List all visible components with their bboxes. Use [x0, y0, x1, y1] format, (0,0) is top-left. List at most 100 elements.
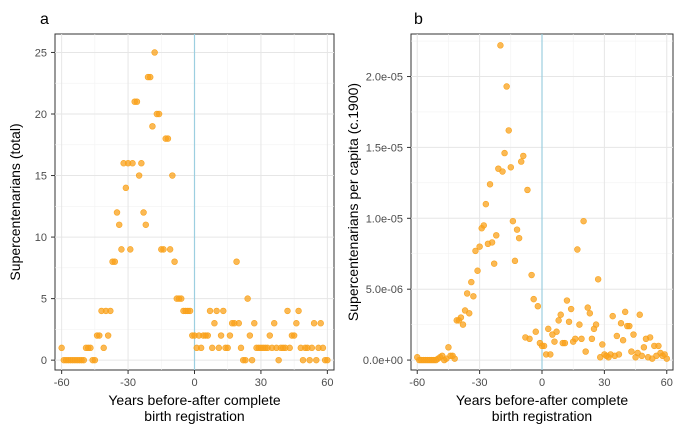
data-point: [470, 293, 477, 300]
panel-label-a: a: [40, 11, 49, 28]
data-point: [588, 335, 596, 343]
data-point: [284, 307, 291, 315]
y-tick-label: 15: [35, 171, 47, 183]
y-tick-label: 25: [35, 47, 47, 59]
data-point: [100, 344, 107, 352]
data-point: [520, 152, 527, 160]
data-point: [626, 322, 633, 330]
data-point: [463, 290, 471, 297]
data-point: [545, 325, 552, 333]
x-axis-label-b: Years before-after complete birth registr…: [456, 392, 628, 424]
data-point: [111, 258, 118, 265]
data-point: [530, 295, 537, 303]
points-b: [414, 42, 670, 364]
data-point: [615, 351, 623, 358]
data-point: [178, 295, 185, 302]
data-point: [476, 243, 483, 250]
data-point: [197, 344, 205, 352]
data-point: [474, 267, 481, 274]
data-point: [204, 332, 211, 339]
panel-b: b -60 -30 0 30 60 0.0e+00 5.0e-06 1.0e-05 1.5e-…: [345, 11, 674, 424]
data-point: [457, 314, 465, 321]
data-point: [501, 149, 508, 157]
data-point: [663, 355, 670, 362]
panel-label-b: b: [414, 11, 423, 28]
data-point: [317, 320, 324, 327]
data-point: [565, 318, 573, 325]
data-point: [621, 308, 629, 316]
y-tick-label: 5: [41, 294, 47, 306]
data-point: [576, 321, 583, 328]
data-point: [147, 73, 154, 81]
data-point: [619, 337, 627, 344]
data-point: [140, 209, 147, 216]
data-point: [499, 168, 506, 175]
data-point: [133, 98, 141, 105]
x-tick-label: 60: [661, 377, 673, 389]
data-point: [215, 344, 223, 352]
data-point: [584, 304, 591, 311]
data-point: [275, 356, 282, 364]
data-point: [171, 258, 178, 265]
data-point: [551, 338, 558, 345]
data-point: [528, 271, 535, 279]
data-point: [96, 332, 103, 339]
data-point: [613, 332, 621, 340]
data-point: [445, 344, 452, 351]
data-point: [164, 135, 172, 142]
data-point: [524, 186, 531, 194]
data-point: [251, 320, 258, 327]
data-point: [271, 320, 278, 327]
y-ticks-b: 0.0e+00 5.0e-06 1.0e-05 1.5e-05 2.0e-05: [363, 72, 411, 367]
points-a: [58, 49, 331, 364]
data-point: [217, 332, 225, 339]
data-point: [127, 246, 134, 253]
y-axis-label-a: Supercentenarians (total): [7, 123, 23, 280]
data-point: [319, 344, 327, 352]
data-point: [534, 303, 542, 310]
data-point: [91, 356, 99, 364]
data-point: [87, 344, 94, 352]
data-point: [58, 344, 65, 352]
data-point: [486, 181, 494, 188]
data-point: [459, 321, 467, 328]
data-point: [574, 246, 581, 253]
data-point: [266, 332, 273, 339]
data-point: [507, 164, 515, 171]
data-point: [135, 172, 143, 179]
data-point: [572, 335, 579, 343]
data-point: [493, 232, 500, 239]
x-tick-label: -30: [120, 377, 136, 389]
x-tick-label: 0: [191, 377, 197, 389]
data-point: [640, 344, 648, 351]
data-point: [555, 317, 562, 324]
x-ticks-b: -60 -30 0 30 60: [409, 370, 673, 389]
x-axis-label-a: Years before-after complete birth registr…: [108, 392, 280, 424]
data-point: [248, 356, 256, 364]
x-tick-label: 0: [539, 377, 545, 389]
data-point: [313, 356, 320, 364]
data-point: [636, 311, 643, 318]
data-point: [113, 209, 121, 216]
data-point: [655, 342, 662, 350]
data-point: [509, 217, 517, 225]
data-point: [151, 49, 158, 56]
y-tick-label: 0.0e+00: [363, 355, 403, 367]
data-point: [286, 344, 293, 352]
data-point: [580, 217, 587, 225]
data-point: [129, 160, 136, 167]
data-point: [630, 331, 637, 338]
y-tick-label: 10: [35, 232, 47, 244]
data-point: [490, 260, 498, 267]
data-point: [142, 221, 149, 228]
data-point: [209, 344, 216, 352]
data-point: [488, 239, 496, 246]
y-tick-label: 20: [35, 109, 47, 121]
data-point: [299, 356, 307, 364]
data-point: [451, 355, 458, 362]
y-tick-label: 5.0e-06: [366, 284, 403, 296]
x-tick-label: -60: [54, 377, 70, 389]
data-point: [540, 342, 548, 350]
data-point: [582, 348, 589, 355]
